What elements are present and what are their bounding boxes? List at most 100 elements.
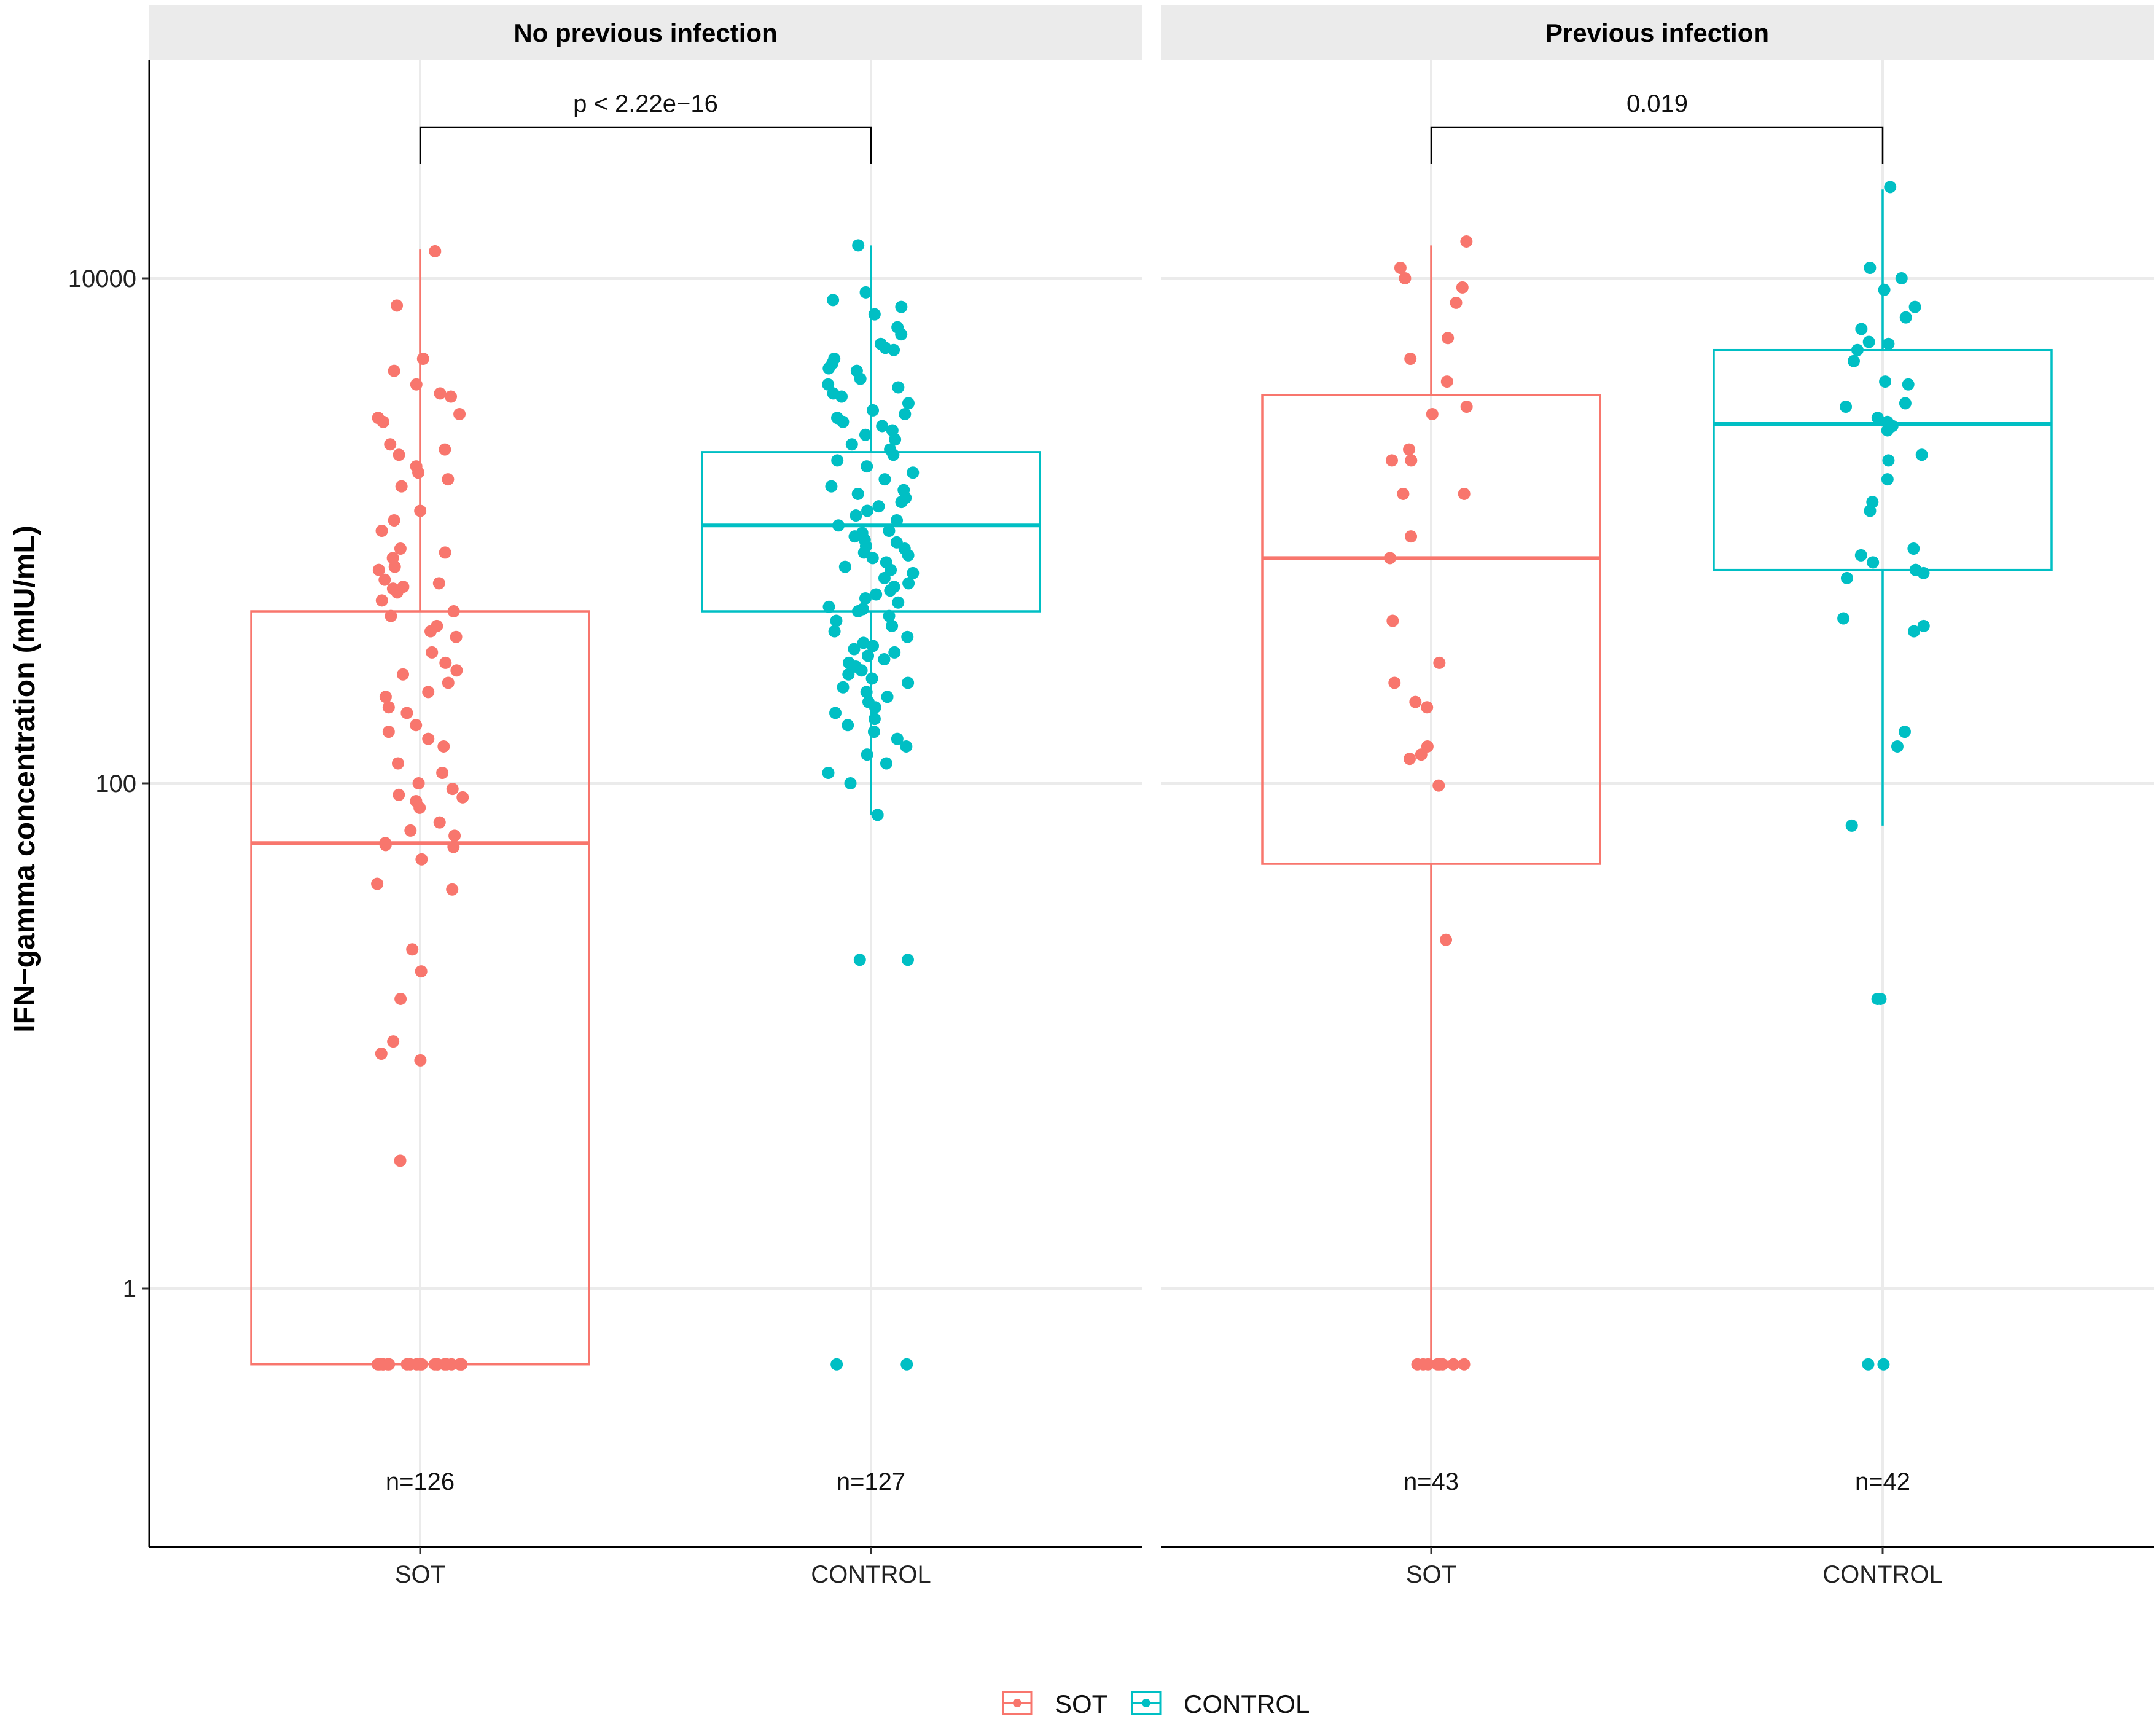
x-tick-label-sot: SOT <box>395 1561 445 1588</box>
data-point <box>1862 335 1875 348</box>
data-point <box>851 487 864 500</box>
comparison-bracket: p < 2.22e−16 <box>419 90 872 164</box>
data-point <box>406 943 419 956</box>
data-point <box>416 353 429 366</box>
data-point <box>394 992 407 1005</box>
box-control <box>1713 348 2053 571</box>
data-point <box>1855 323 1868 335</box>
legend-key-sot <box>1002 1691 1033 1715</box>
data-point <box>1845 819 1858 832</box>
data-point <box>891 732 904 745</box>
data-point <box>1440 933 1453 946</box>
data-point <box>1403 753 1416 766</box>
data-point <box>410 378 423 391</box>
data-point <box>860 686 873 699</box>
data-point <box>448 829 461 842</box>
data-point <box>1864 261 1877 274</box>
data-point <box>878 473 891 486</box>
data-point <box>828 625 841 638</box>
data-point <box>429 245 442 257</box>
data-point <box>872 500 885 513</box>
data-point <box>830 1358 843 1371</box>
data-point <box>377 415 389 428</box>
data-point <box>900 1358 913 1371</box>
data-point <box>388 364 400 377</box>
data-points <box>371 239 920 1371</box>
data-point <box>850 509 862 522</box>
data-point <box>1878 283 1891 296</box>
data-point <box>415 965 428 978</box>
data-point <box>1881 473 1894 486</box>
data-point <box>434 387 447 400</box>
data-point <box>900 740 913 753</box>
data-point <box>404 824 417 837</box>
data-point <box>1405 530 1418 543</box>
panel-previous-infection: Previous infection 0.019 n=43 n=42 SOT C… <box>1161 5 2154 1588</box>
data-point <box>878 571 891 584</box>
n-label-control: n=42 <box>1855 1468 1910 1495</box>
data-point <box>859 428 872 441</box>
data-point <box>1405 454 1418 467</box>
data-point <box>400 707 413 719</box>
data-point <box>844 777 857 789</box>
n-label-sot: n=43 <box>1404 1468 1459 1495</box>
data-point <box>413 801 426 814</box>
data-point <box>867 640 880 652</box>
data-point <box>867 404 880 417</box>
data-point <box>1862 1358 1875 1371</box>
data-point <box>422 686 435 699</box>
data-point <box>902 676 915 689</box>
data-point <box>391 299 404 312</box>
data-point <box>870 588 883 601</box>
data-point <box>891 514 904 527</box>
data-point <box>1902 378 1915 391</box>
data-point <box>857 636 870 649</box>
data-point <box>447 840 460 853</box>
y-tick-label: 100 <box>95 770 136 797</box>
data-point <box>848 530 861 543</box>
data-point <box>394 542 407 555</box>
data-point <box>388 514 400 527</box>
data-point <box>901 630 914 643</box>
x-tick-label-control: CONTROL <box>811 1561 931 1588</box>
data-point <box>1421 701 1434 714</box>
data-point <box>1458 1358 1471 1371</box>
data-point <box>907 466 920 479</box>
data-point <box>1409 695 1422 708</box>
data-point <box>1882 454 1895 467</box>
x-tick-label-sot: SOT <box>1406 1561 1456 1588</box>
data-point <box>446 783 459 796</box>
data-point <box>842 719 854 732</box>
data-point <box>1460 401 1473 413</box>
data-point <box>412 777 425 789</box>
data-point <box>1907 625 1920 638</box>
data-point <box>1848 354 1861 367</box>
data-point <box>1442 332 1455 345</box>
data-point <box>871 809 884 821</box>
data-point <box>899 407 912 420</box>
data-point <box>1411 1358 1424 1371</box>
data-point <box>1877 1358 1890 1371</box>
data-point <box>822 766 835 779</box>
data-point <box>1881 424 1894 437</box>
data-point <box>907 566 920 579</box>
data-point <box>445 390 458 403</box>
data-point <box>848 643 861 656</box>
data-point <box>892 381 905 394</box>
data-point <box>1915 448 1928 461</box>
data-point <box>1460 235 1473 248</box>
panel-no-previous-infection: No previous infection p < 2.22e−16 n=126… <box>68 5 1142 1588</box>
data-point <box>881 691 894 703</box>
data-point <box>1899 397 1912 410</box>
data-point <box>1837 612 1850 625</box>
data-point <box>1917 619 1930 632</box>
data-point <box>1840 401 1853 413</box>
data-point <box>835 390 848 403</box>
data-point <box>391 757 404 770</box>
data-point <box>1864 504 1877 517</box>
data-point <box>1867 556 1880 569</box>
data-point <box>884 584 897 597</box>
data-point <box>866 552 879 565</box>
data-point <box>426 646 439 659</box>
data-point <box>888 646 901 659</box>
